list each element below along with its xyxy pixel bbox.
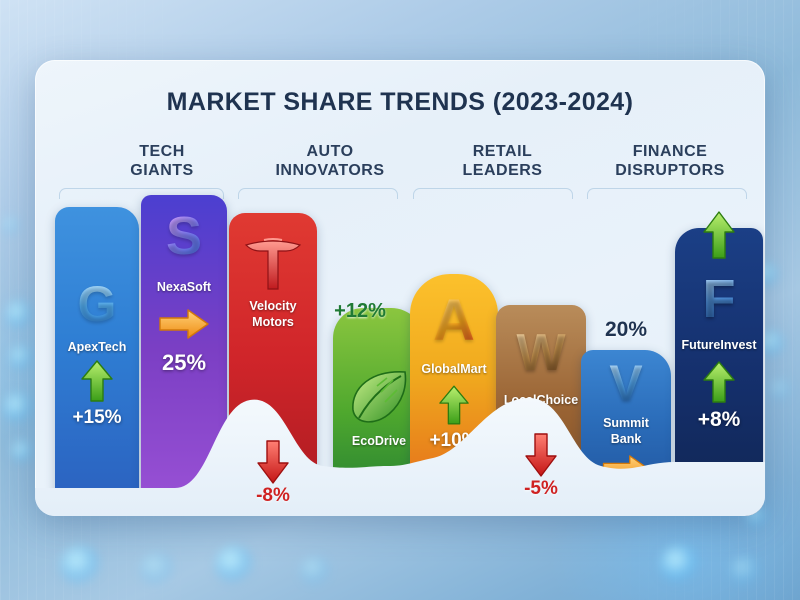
arrow-down-icon-localchoice [525, 433, 557, 477]
arrow-up-icon [703, 361, 735, 403]
category-label-line2: INNOVATORS [275, 162, 385, 179]
logo-futureinvest: F [702, 269, 736, 329]
bokeh-dot [300, 556, 330, 586]
bokeh-dot [730, 556, 760, 586]
bokeh-dot [60, 545, 100, 585]
value-ecodrive: +12% [334, 300, 386, 322]
arrow-up-icon [81, 360, 113, 402]
category-bracket-tech-giants [59, 188, 224, 199]
chart-plot-area: G ApexTech +15% S NexaSoft [35, 60, 765, 516]
company-name-futureinvest: FutureInvest [681, 338, 757, 352]
infographic-card: MARKET SHARE TRENDS (2023-2024) TECH GIA… [35, 60, 765, 516]
company-name-globalmart: GlobalMart [421, 362, 487, 376]
category-bracket-retail-leaders [413, 188, 573, 199]
company-name-velocity-motors: Velocity [249, 299, 297, 313]
company-name-ecodrive: EcoDrive [351, 434, 407, 448]
arrow-up-icon-futureinvest-top [703, 211, 735, 259]
bokeh-dot [10, 345, 32, 371]
value-apextech: +15% [72, 407, 122, 428]
logo-nexasoft: S [165, 206, 203, 266]
category-header-finance-disruptors: FINANCE DISRUPTORS [575, 142, 765, 180]
bokeh-dot [140, 552, 174, 586]
bar-apextech[interactable]: G ApexTech +15% [55, 207, 139, 516]
category-header-retail-leaders: RETAIL LEADERS [415, 142, 590, 180]
logo-globalmart: A [433, 288, 475, 353]
company-name-summit-bank: Summit [603, 416, 649, 430]
category-bracket-auto-innovators [238, 188, 398, 199]
category-label-line2: GIANTS [130, 162, 194, 179]
category-header-tech-giants: TECH GIANTS [77, 142, 247, 180]
value-futureinvest: +8% [697, 408, 741, 431]
value-velocity-motors: -8% [256, 485, 290, 506]
bokeh-dot [4, 392, 32, 424]
category-header-auto-innovators: AUTO INNOVATORS [235, 142, 425, 180]
category-label-line1: RETAIL [472, 143, 533, 160]
value-summit-bank: 20% [604, 318, 648, 341]
value-localchoice: -5% [524, 478, 558, 499]
category-bracket-finance-disruptors [587, 188, 747, 199]
logo-summit-bank: V [609, 355, 643, 411]
company-name-summit-bank-line2: Bank [610, 432, 642, 446]
logo-apextech: G [77, 276, 117, 332]
bokeh-dot [6, 300, 32, 330]
category-label-line2: LEADERS [462, 162, 543, 179]
bokeh-dot [2, 215, 20, 237]
value-nexasoft: 25% [161, 350, 207, 375]
page-title: MARKET SHARE TRENDS (2023-2024) [166, 88, 634, 116]
bokeh-dot [770, 378, 790, 402]
logo-localchoice: W [516, 324, 566, 382]
logo-ecodrive [352, 371, 407, 423]
bokeh-dot [215, 545, 253, 583]
category-label-line1: TECH [139, 143, 185, 160]
company-name-velocity-motors-line2: Motors [252, 315, 294, 329]
wave-baseline [35, 397, 765, 516]
bokeh-dot [12, 440, 32, 464]
bokeh-dot [660, 545, 698, 583]
arrow-up-icon [439, 385, 469, 425]
arrow-right-icon [159, 309, 209, 339]
category-label-line1: AUTO [306, 143, 354, 160]
category-label-line1: FINANCE [632, 143, 708, 160]
logo-velocity-motors [244, 238, 302, 290]
company-name-nexasoft: NexaSoft [156, 280, 212, 294]
category-label-line2: DISRUPTORS [615, 162, 725, 179]
company-name-apextech: ApexTech [67, 340, 127, 354]
arrow-down-icon-velocity [257, 440, 289, 484]
